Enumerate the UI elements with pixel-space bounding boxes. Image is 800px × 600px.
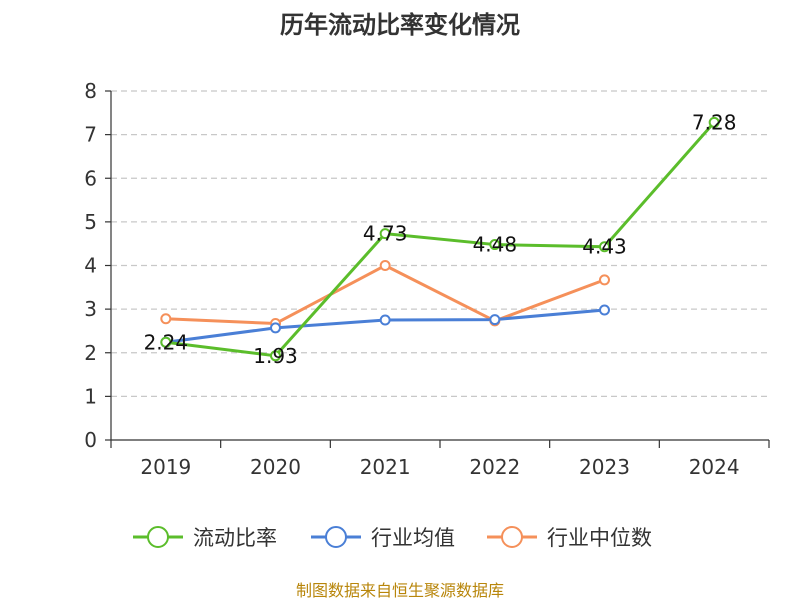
data-label-2021: 4.73 bbox=[363, 222, 408, 246]
y-tick-label-7: 7 bbox=[84, 123, 97, 147]
series-2-point-2019 bbox=[160, 313, 172, 325]
y-tick-label-6: 6 bbox=[84, 166, 97, 190]
legend-item-2[interactable]: 行业中位数 bbox=[487, 526, 652, 550]
source-note: 制图数据来自恒生聚源数据库 bbox=[296, 581, 504, 600]
series-line-0 bbox=[165, 121, 716, 358]
y-tick-label-4: 4 bbox=[84, 254, 97, 278]
legend-label-2: 行业中位数 bbox=[547, 526, 652, 550]
data-label-2024: 7.28 bbox=[692, 110, 737, 134]
chart-title: 历年流动比率变化情况 bbox=[280, 11, 520, 39]
legend-marker-1 bbox=[325, 526, 347, 548]
x-axis-ticks: 2019 2020 2021 2022 2023 2024 bbox=[140, 455, 739, 479]
series-1-point-2023 bbox=[599, 304, 610, 316]
data-label-2023: 4.43 bbox=[582, 235, 627, 259]
x-tick-label-2023: 2023 bbox=[579, 455, 630, 479]
y-tick-label-3: 3 bbox=[84, 297, 97, 321]
x-tick-label-2019: 2019 bbox=[140, 455, 191, 479]
series-2-point-2021 bbox=[379, 260, 391, 271]
legend-label-0: 流动比率 bbox=[193, 526, 277, 550]
x-tick-label-2020: 2020 bbox=[250, 455, 301, 479]
data-label-2022: 4.48 bbox=[473, 233, 518, 257]
series-1-point-2022 bbox=[489, 314, 501, 326]
x-tick-label-2024: 2024 bbox=[689, 455, 740, 479]
data-label-2019: 2.24 bbox=[144, 330, 189, 354]
series-1-point-2020 bbox=[270, 322, 281, 334]
series-0-point-2021 bbox=[379, 228, 391, 240]
legend-marker-0 bbox=[147, 526, 169, 548]
series-0-point-2024 bbox=[708, 116, 720, 128]
x-tick-label-2022: 2022 bbox=[469, 455, 520, 479]
series-0-point-2019 bbox=[160, 336, 172, 348]
series-1-point-2021 bbox=[379, 314, 391, 326]
y-tick-label-2: 2 bbox=[84, 341, 97, 365]
axes bbox=[105, 90, 770, 448]
legend-item-1[interactable]: 行业均值 bbox=[311, 526, 455, 550]
data-labels: 2.24 1.93 4.73 4.48 4.43 7.28 bbox=[144, 110, 737, 367]
y-tick-label-5: 5 bbox=[84, 210, 97, 234]
data-label-2020: 1.93 bbox=[253, 344, 298, 368]
x-tick-label-2021: 2021 bbox=[360, 455, 411, 479]
series-0-point-2023 bbox=[599, 241, 610, 253]
legend-label-1: 行业均值 bbox=[371, 526, 455, 550]
legend-marker-2 bbox=[501, 526, 523, 548]
y-tick-label-8: 8 bbox=[84, 79, 97, 103]
series-0-point-2020 bbox=[270, 350, 281, 362]
y-tick-label-1: 1 bbox=[84, 384, 97, 408]
y-tick-label-0: 0 bbox=[84, 428, 97, 452]
series-2-point-2023 bbox=[599, 274, 610, 286]
grid-lines bbox=[111, 90, 769, 397]
series-0-point-2022 bbox=[489, 239, 501, 251]
legend: 流动比率 行业均值 行业中位数 bbox=[133, 526, 652, 550]
y-axis-ticks: 0 1 2 3 4 5 6 7 8 bbox=[84, 79, 97, 452]
legend-item-0[interactable]: 流动比率 bbox=[133, 526, 277, 550]
series-group bbox=[160, 116, 720, 362]
